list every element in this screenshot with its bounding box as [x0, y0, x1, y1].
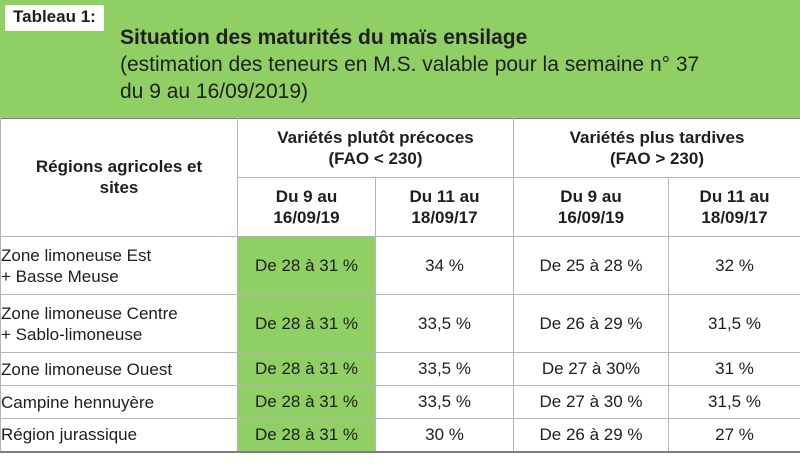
table-subtitle-line-1: (estimation des teneurs en M.S. valable … [120, 53, 700, 76]
value-cell: De 28 à 31 % [237, 385, 376, 419]
group-header-late-line-2: (FAO > 230) [610, 148, 705, 168]
period-header-line-1: Du 9 au [560, 187, 622, 206]
group-header-early-line-1: Variétés plutôt précoces [277, 127, 474, 147]
period-header-line-1: Du 11 au [409, 187, 480, 206]
value-cell: 31 % [667, 352, 800, 386]
table-title-block: Situation des maturités du maïs ensilage… [120, 24, 790, 105]
period-header-line-1: Du 9 au [275, 187, 338, 206]
group-header-early: Variétés plutôt précoces (FAO < 230) [237, 117, 514, 178]
value-cell: 34 % [375, 236, 514, 295]
group-header-early-line-2: (FAO < 230) [328, 148, 423, 168]
period-header: Du 9 au 16/09/19 [237, 177, 376, 237]
value-cell: De 27 à 30 % [513, 385, 669, 419]
table-subtitle-line-2: du 9 au 16/09/2019) [120, 80, 308, 103]
region-line-1: Zone limoneuse Est [1, 245, 152, 265]
table-row: Zone limoneuse Centre + Sablo-limoneuse … [0, 294, 800, 353]
value-cell: 33,5 % [375, 352, 514, 386]
region-cell: Zone limoneuse Centre + Sablo-limoneuse [0, 294, 238, 353]
period-header-line-2: 18/09/17 [411, 208, 478, 227]
group-header-late: Variétés plus tardives (FAO > 230) [512, 117, 800, 178]
region-cell: Zone limoneuse Est + Basse Meuse [0, 236, 238, 295]
header-row-groups: Régions agricoles et sites Variétés plut… [0, 117, 800, 237]
value-cell: De 28 à 31 % [237, 418, 376, 453]
value-cell: De 26 à 29 % [513, 418, 669, 453]
period-header-line-2: 16/09/19 [273, 208, 340, 227]
table-row: Zone limoneuse Ouest De 28 à 31 % 33,5 %… [0, 352, 800, 386]
region-cell: Région jurassique [0, 418, 238, 453]
region-column-header: Régions agricoles et sites [0, 117, 238, 237]
value-cell: De 26 à 29 % [513, 294, 669, 353]
table-row: Campine hennuyère De 28 à 31 % 33,5 % De… [0, 385, 800, 419]
value-cell: De 28 à 31 % [237, 294, 376, 353]
title-banner: Tableau 1: Situation des maturités du ma… [0, 0, 800, 119]
table-row: Zone limoneuse Est + Basse Meuse De 28 à… [0, 236, 800, 295]
maturity-table: Régions agricoles et sites Variétés plut… [0, 117, 800, 453]
value-cell: De 25 à 28 % [513, 236, 669, 295]
region-cell: Campine hennuyère [0, 385, 238, 419]
period-header-line-1: Du 11 au [699, 187, 770, 206]
period-header-line-2: 18/09/17 [701, 208, 768, 227]
period-header-line-2: 16/09/19 [557, 208, 625, 227]
table-title: Situation des maturités du maïs ensilage [120, 26, 528, 49]
region-header-line-2: sites [99, 178, 139, 197]
period-header: Du 9 au 16/09/19 [513, 177, 669, 237]
value-cell: De 27 à 30% [513, 352, 669, 386]
value-cell: 32 % [667, 236, 800, 295]
region-line-2: + Sablo-limoneuse [1, 324, 143, 344]
group-header-late-line-1: Variétés plus tardives [569, 127, 745, 147]
value-cell: De 28 à 31 % [237, 352, 376, 386]
region-line-2: + Basse Meuse [1, 266, 119, 286]
value-cell: De 28 à 31 % [237, 236, 376, 295]
value-cell: 30 % [375, 418, 514, 453]
value-cell: 31,5 % [667, 385, 800, 419]
region-cell: Zone limoneuse Ouest [0, 352, 238, 386]
value-cell: 33,5 % [375, 294, 514, 353]
period-header: Du 11 au 18/09/17 [375, 177, 514, 237]
region-line-1: Zone limoneuse Centre [1, 303, 178, 323]
table-row: Région jurassique De 28 à 31 % 30 % De 2… [0, 418, 800, 453]
period-header: Du 11 au 18/09/17 [667, 177, 800, 237]
region-header-line-1: Régions agricoles et [35, 157, 203, 176]
header-row-periods: Du 9 au 16/09/19 Du 11 au 18/09/17 Du 9 … [1, 177, 800, 237]
value-cell: 31,5 % [667, 294, 800, 353]
table-number-label: Tableau 1: [5, 5, 104, 31]
value-cell: 33,5 % [375, 385, 514, 419]
value-cell: 27 % [667, 418, 800, 453]
